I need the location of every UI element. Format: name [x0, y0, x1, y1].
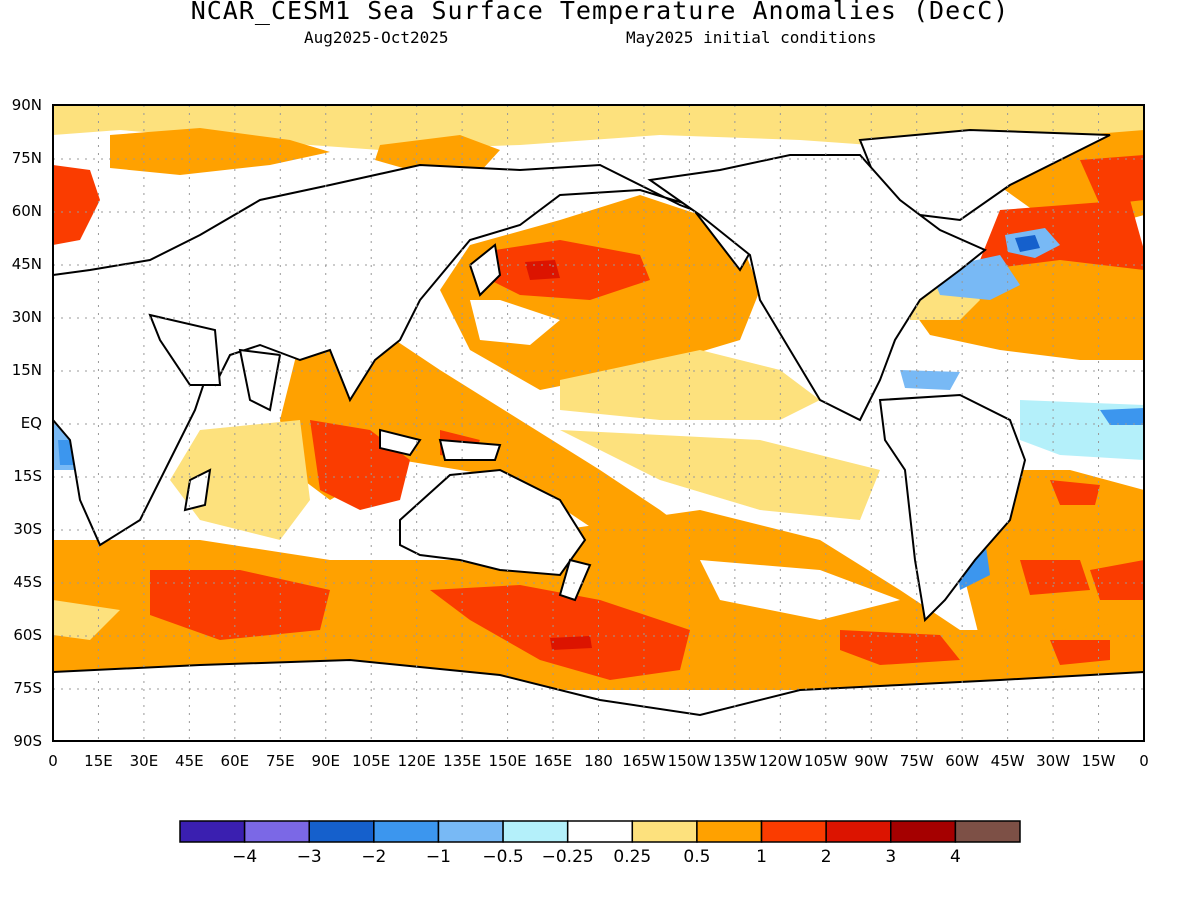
- colorbar-swatch: [437, 820, 504, 843]
- longitude-label: 90E: [311, 752, 340, 770]
- longitude-label: 0: [1139, 752, 1149, 770]
- longitude-label: 105W: [804, 752, 848, 770]
- colorbar-swatch: [179, 820, 246, 843]
- latitude-label: 30S: [13, 520, 42, 538]
- latitude-label: 90N: [12, 96, 42, 114]
- longitude-label: 135E: [443, 752, 481, 770]
- latitude-label: 30N: [12, 308, 42, 326]
- colorbar-swatch: [308, 820, 375, 843]
- colorbar-label: −0.25: [542, 847, 594, 867]
- latitude-label: 45N: [12, 255, 42, 273]
- longitude-label: 165W: [622, 752, 666, 770]
- longitude-label: 45E: [175, 752, 204, 770]
- colorbar-swatch: [631, 820, 698, 843]
- colorbar-swatch: [373, 820, 440, 843]
- longitude-label: 30E: [130, 752, 159, 770]
- colorbar-swatch: [760, 820, 827, 843]
- colorbar-swatch: [243, 820, 310, 843]
- colorbar-label: −2: [361, 847, 386, 867]
- colorbar-swatch: [502, 820, 569, 843]
- forecast-period: Aug2025-Oct2025: [304, 28, 449, 47]
- longitude-label: 105E: [352, 752, 390, 770]
- longitude-label: 15W: [1082, 752, 1116, 770]
- colorbar-label: −4: [232, 847, 257, 867]
- longitude-label: 30W: [1036, 752, 1070, 770]
- colorbar-swatch: [825, 820, 892, 843]
- latitude-label: 45S: [13, 573, 42, 591]
- longitude-label: 45W: [991, 752, 1025, 770]
- longitude-label: 60E: [221, 752, 250, 770]
- latitude-label: 60S: [13, 626, 42, 644]
- colorbar-label: −3: [297, 847, 322, 867]
- longitude-label: 135W: [713, 752, 757, 770]
- latitude-label: EQ: [21, 414, 42, 432]
- longitude-label: 75E: [266, 752, 295, 770]
- latitude-label: 15S: [13, 467, 42, 485]
- latitude-label: 75S: [13, 679, 42, 697]
- longitude-label: 0: [48, 752, 58, 770]
- latitude-label: 90S: [13, 732, 42, 750]
- colorbar-label: 0.25: [613, 847, 651, 867]
- colorbar-swatch: [566, 820, 634, 843]
- map-frame: [52, 104, 1145, 742]
- latitude-label: 60N: [12, 202, 42, 220]
- initial-conditions: May2025 initial conditions: [626, 28, 877, 47]
- colorbar-label: 4: [950, 847, 961, 867]
- longitude-label: 150W: [668, 752, 712, 770]
- longitude-label: 90W: [854, 752, 888, 770]
- longitude-label: 180: [584, 752, 613, 770]
- colorbar-label: 1: [756, 847, 767, 867]
- longitude-label: 15E: [84, 752, 113, 770]
- map-title: NCAR_CESM1 Sea Surface Temperature Anoma…: [190, 0, 1010, 25]
- longitude-label: 165E: [534, 752, 572, 770]
- colorbar-swatch: [890, 820, 957, 843]
- colorbar-label: 0.5: [683, 847, 710, 867]
- longitude-label: 75W: [900, 752, 934, 770]
- longitude-label: 60W: [945, 752, 979, 770]
- longitude-labels: 0 15E 30E 45E 60E 75E 90E 105E 120E 135E 150E 165E 1…: [48, 752, 1149, 770]
- longitude-label: 150E: [489, 752, 527, 770]
- colorbar-swatch: [696, 820, 763, 843]
- colorbar-label: −0.5: [482, 847, 523, 867]
- colorbar-swatch: [954, 820, 1021, 843]
- colorbar-label: 3: [885, 847, 896, 867]
- latitude-labels: 90N 75N 60N 45N 30N 15N EQ 15S 30S 45S 60S 75S 90S: [12, 96, 42, 750]
- colorbar: −4 −3 −2 −1 −0.5 −0.25 0.25 0.5 1 2 3 4: [179, 820, 1021, 867]
- graticule-meridians: [97, 105, 1100, 741]
- longitude-label: 120E: [398, 752, 436, 770]
- latitude-label: 75N: [12, 149, 42, 167]
- colorbar-label: −1: [426, 847, 451, 867]
- colorbar-label: 2: [821, 847, 832, 867]
- coastline-outline: [53, 128, 1144, 741]
- latitude-label: 15N: [12, 361, 42, 379]
- longitude-label: 120W: [759, 752, 803, 770]
